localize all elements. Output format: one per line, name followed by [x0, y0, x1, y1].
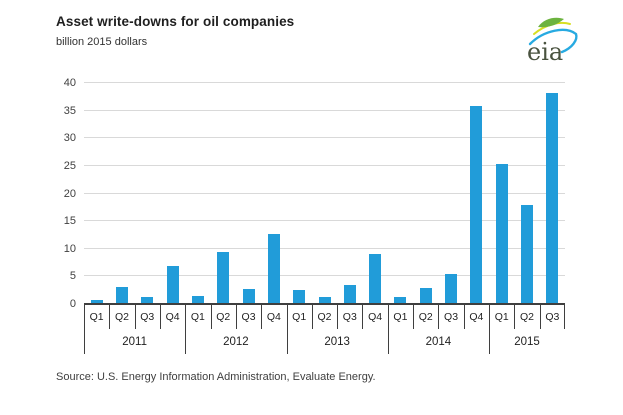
plot-area: [84, 82, 565, 305]
quarter-label: Q4: [165, 311, 180, 323]
eia-logo-text: eia: [527, 38, 563, 66]
quarter-separator: [337, 304, 339, 329]
quarter-label: Q2: [317, 311, 332, 323]
eia-logo-blue-swoosh: [528, 28, 578, 54]
y-axis-tick-label: 35: [63, 104, 76, 117]
quarter-separator: [413, 304, 415, 329]
quarter-label: Q1: [190, 311, 205, 323]
x-axis: Q1 Q2 Q3 Q4 Q1 Q2 Q3 Q4 Q1 Q2 Q3 Q4 Q1 Q2 Q3 Q4 Q1 Q2 Q3 2…: [84, 304, 565, 355]
year-label: 2013: [324, 336, 350, 348]
quarter-separator: [311, 304, 313, 329]
quarter-separator: [261, 304, 263, 329]
quarter-separator: [564, 304, 565, 329]
bar: [217, 251, 230, 304]
year-separator: [286, 304, 288, 354]
year-separator: [185, 304, 187, 354]
quarter-label: Q2: [216, 311, 231, 323]
quarter-separator: [109, 304, 111, 329]
y-axis-tick-label: 5: [69, 270, 76, 283]
bar: [343, 284, 356, 304]
bar: [242, 288, 255, 304]
bar: [141, 297, 154, 304]
quarter-label: Q2: [418, 311, 433, 323]
quarter-separator: [514, 304, 516, 329]
bar: [521, 204, 534, 304]
year-label: 2011: [122, 336, 147, 348]
gridline: [84, 82, 565, 83]
quarter-label: Q1: [494, 311, 509, 323]
year-separator: [489, 304, 491, 354]
gridline: [84, 220, 565, 222]
quarter-label: Q4: [368, 311, 383, 323]
bar: [369, 253, 382, 304]
eia-logo-leaf: [538, 17, 564, 28]
x-axis-line: [84, 303, 565, 305]
quarter-separator: [539, 304, 541, 329]
quarter-separator: [362, 304, 364, 329]
y-axis-tick-label: 20: [63, 187, 76, 200]
quarter-label: Q3: [545, 311, 560, 323]
year-separator: [84, 304, 85, 354]
bar: [90, 299, 103, 304]
gridline: [84, 247, 565, 249]
y-axis-tick-label: 25: [63, 159, 76, 172]
bar: [166, 266, 179, 304]
quarter-separator: [134, 304, 136, 329]
quarter-label: Q3: [342, 311, 357, 323]
y-axis-tick-label: 40: [63, 77, 76, 89]
bar: [115, 287, 128, 304]
quarter-separator: [159, 304, 161, 329]
quarter-label: Q1: [89, 311, 104, 323]
quarter-label: Q3: [444, 311, 459, 323]
quarter-label: Q2: [520, 311, 535, 323]
bar: [394, 297, 407, 304]
gridline: [84, 164, 565, 166]
chart-unit-label: billion 2015 dollars: [56, 36, 148, 48]
bar: [293, 290, 306, 304]
y-axis-labels: 0 5 10 15 20 25 30 35 40: [28, 77, 76, 310]
y-axis-tick-label: 0: [69, 298, 76, 310]
quarter-separator: [438, 304, 440, 329]
year-label: 2014: [425, 336, 452, 348]
gridline: [84, 137, 565, 139]
year-separator: [387, 304, 389, 354]
bar: [445, 274, 458, 304]
quarter-separator: [235, 304, 237, 329]
quarter-label: Q4: [469, 311, 484, 323]
quarter-label: Q3: [241, 311, 256, 323]
y-axis-tick-label: 15: [63, 215, 76, 228]
quarter-separator: [210, 304, 212, 329]
eia-logo-icon: eia: [527, 17, 578, 66]
bar: [495, 163, 508, 304]
gridline: [84, 192, 565, 194]
quarter-label: Q4: [266, 311, 281, 323]
bar: [470, 106, 483, 304]
quarter-label: Q1: [393, 311, 408, 323]
y-axis-tick-label: 10: [63, 242, 76, 255]
y-axis-tick-label: 30: [63, 132, 76, 145]
year-label: 2012: [223, 336, 249, 348]
gridline: [84, 275, 565, 277]
source-note: Source: U.S. Energy Information Administ…: [56, 371, 376, 383]
bar: [419, 287, 432, 304]
quarter-label: Q2: [114, 311, 129, 323]
gridline: [84, 109, 565, 111]
chart-title: Asset write-downs for oil companies: [56, 14, 295, 29]
quarter-label: Q3: [140, 311, 155, 323]
quarter-separator: [463, 304, 465, 329]
quarter-label: Q1: [292, 311, 307, 323]
bar: [267, 234, 280, 304]
bar: [318, 296, 331, 304]
bar: [546, 92, 559, 304]
year-label: 2015: [514, 336, 540, 348]
bar: [191, 296, 204, 304]
